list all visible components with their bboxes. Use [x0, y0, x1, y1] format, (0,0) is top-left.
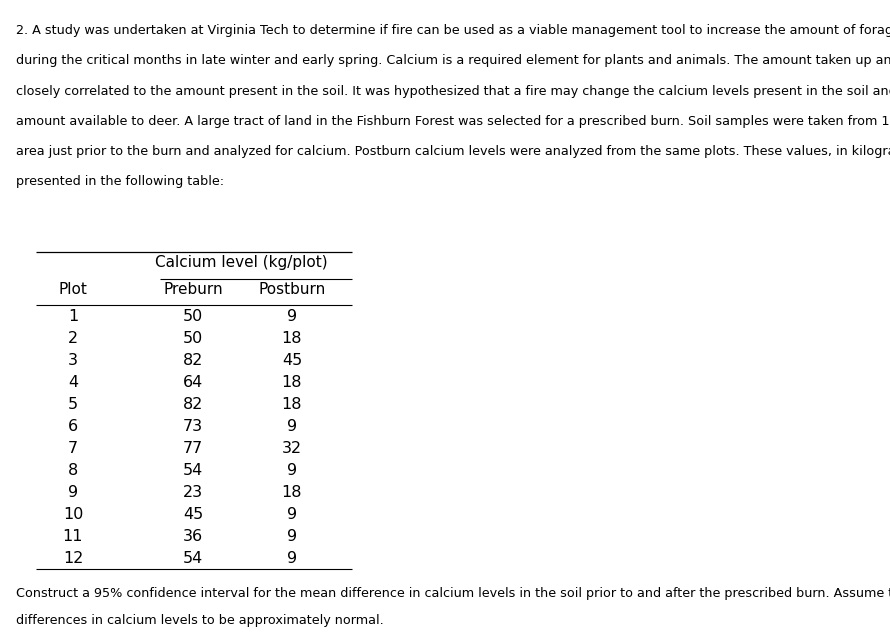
- Text: 18: 18: [281, 331, 303, 346]
- Text: 3: 3: [68, 353, 78, 368]
- Text: Postburn: Postburn: [258, 282, 326, 297]
- Text: 18: 18: [281, 375, 303, 390]
- Text: 82: 82: [183, 397, 203, 412]
- Text: differences in calcium levels to be approximately normal.: differences in calcium levels to be appr…: [16, 614, 384, 627]
- Text: amount available to deer. A large tract of land in the Fishburn Forest was selec: amount available to deer. A large tract …: [16, 115, 890, 128]
- Text: area just prior to the burn and analyzed for calcium. Postburn calcium levels we: area just prior to the burn and analyzed…: [16, 145, 890, 158]
- Text: 9: 9: [287, 309, 297, 324]
- Text: 9: 9: [287, 419, 297, 434]
- Text: 54: 54: [183, 463, 203, 478]
- Text: 8: 8: [68, 463, 78, 478]
- Text: 9: 9: [287, 529, 297, 544]
- Text: during the critical months in late winter and early spring. Calcium is a require: during the critical months in late winte…: [16, 55, 890, 68]
- Text: 12: 12: [63, 551, 83, 566]
- Text: 23: 23: [183, 485, 203, 500]
- Text: 18: 18: [281, 485, 303, 500]
- Text: 50: 50: [183, 331, 203, 346]
- Text: 2. A study was undertaken at Virginia Tech to determine if fire can be used as a: 2. A study was undertaken at Virginia Te…: [16, 24, 890, 37]
- Text: 10: 10: [63, 507, 83, 522]
- Text: 7: 7: [68, 441, 78, 456]
- Text: 18: 18: [281, 397, 303, 412]
- Text: 11: 11: [62, 529, 84, 544]
- Text: Plot: Plot: [59, 282, 87, 297]
- Text: 77: 77: [183, 441, 203, 456]
- Text: presented in the following table:: presented in the following table:: [16, 175, 224, 189]
- Text: 6: 6: [68, 419, 78, 434]
- Text: 54: 54: [183, 551, 203, 566]
- Text: 73: 73: [183, 419, 203, 434]
- Text: 1: 1: [68, 309, 78, 324]
- Text: Preburn: Preburn: [164, 282, 222, 297]
- Text: 5: 5: [68, 397, 78, 412]
- Text: 9: 9: [68, 485, 78, 500]
- Text: 45: 45: [183, 507, 203, 522]
- Text: 45: 45: [282, 353, 302, 368]
- Text: 4: 4: [68, 375, 78, 390]
- Text: 50: 50: [183, 309, 203, 324]
- Text: Calcium level (kg/plot): Calcium level (kg/plot): [156, 255, 328, 270]
- Text: closely correlated to the amount present in the soil. It was hypothesized that a: closely correlated to the amount present…: [16, 85, 890, 97]
- Text: 32: 32: [282, 441, 302, 456]
- Text: 36: 36: [183, 529, 203, 544]
- Text: 64: 64: [183, 375, 203, 390]
- Text: 9: 9: [287, 507, 297, 522]
- Text: 9: 9: [287, 551, 297, 566]
- Text: 2: 2: [68, 331, 78, 346]
- Text: 9: 9: [287, 463, 297, 478]
- Text: Construct a 95% confidence interval for the mean difference in calcium levels in: Construct a 95% confidence interval for …: [16, 587, 890, 600]
- Text: 82: 82: [183, 353, 203, 368]
